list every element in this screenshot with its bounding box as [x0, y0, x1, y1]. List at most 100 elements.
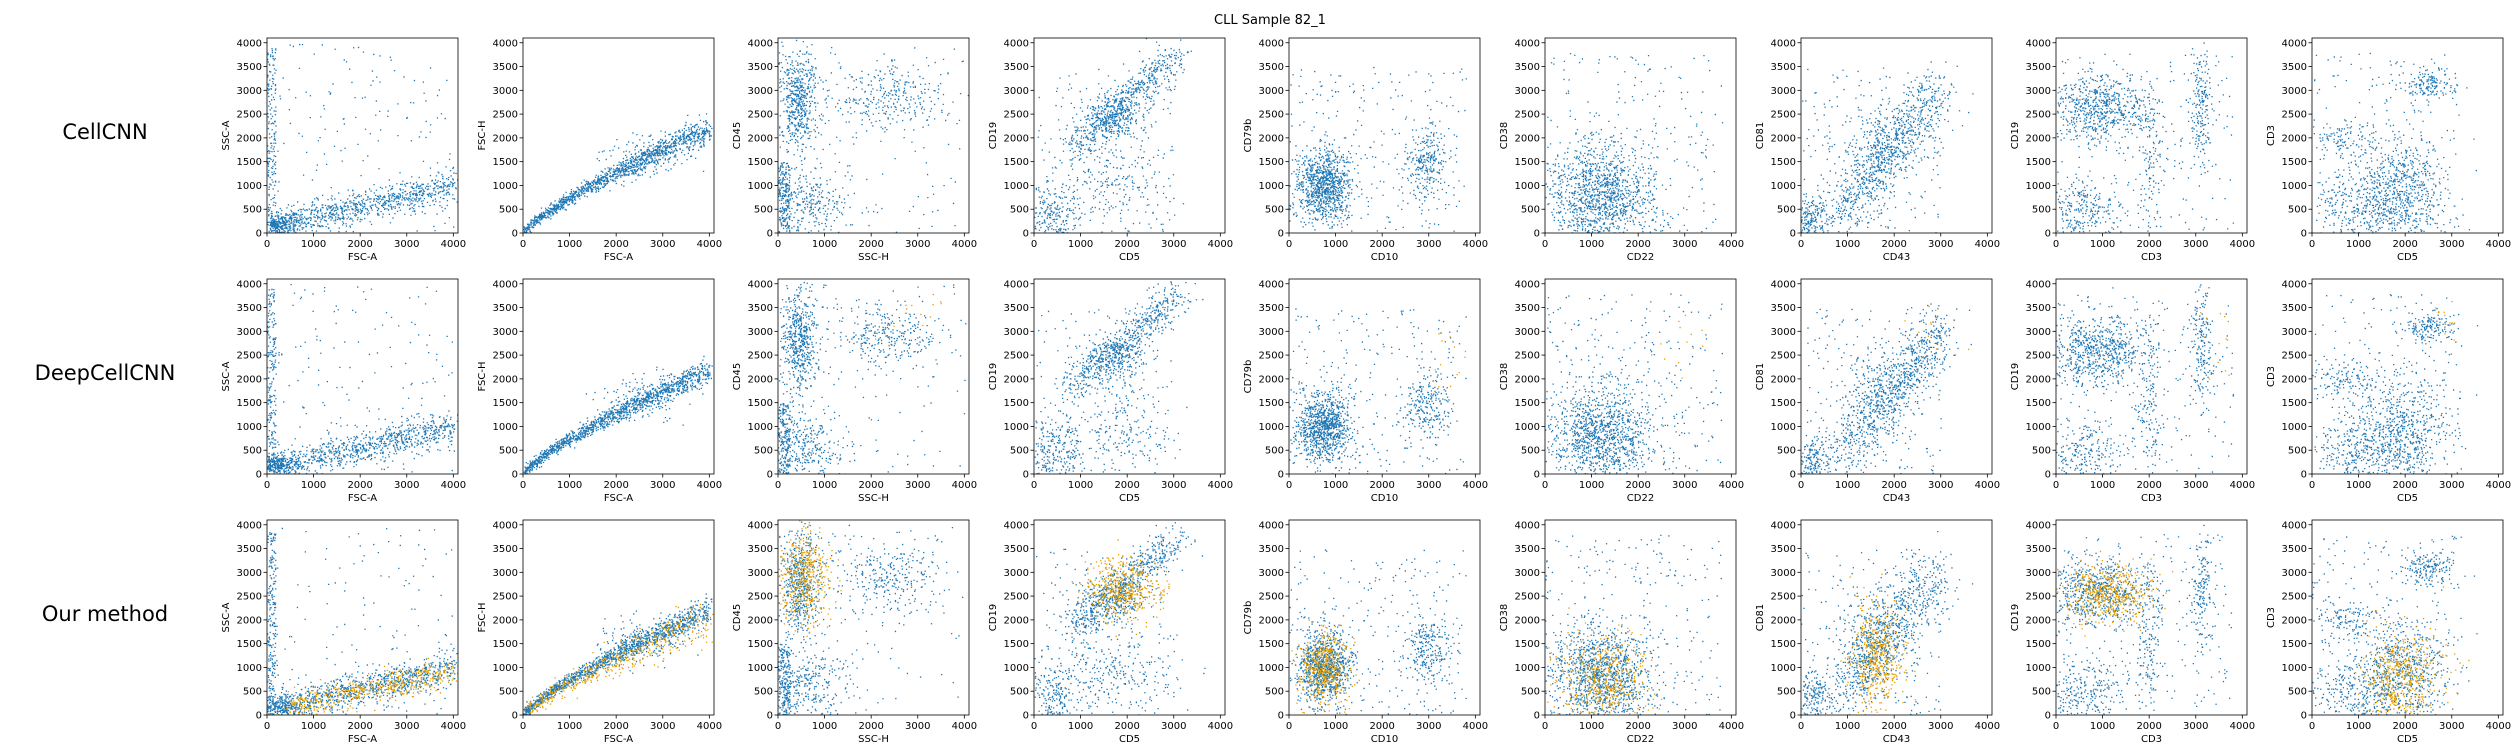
y-tick-label: 0 [1534, 711, 1540, 722]
y-tick-label: 1500 [1004, 157, 1029, 168]
y-tick-label: 2500 [1004, 351, 1029, 362]
y-tick-label: 0 [512, 229, 518, 240]
y-tick-label: 1500 [2282, 157, 2307, 168]
y-tick-label: 1000 [1771, 663, 1796, 674]
x-tick-label: 2000 [603, 239, 628, 250]
x-tick-label: 3000 [1416, 239, 1441, 250]
y-tick-label: 3000 [493, 327, 518, 338]
y-tick-label: 4000 [1259, 38, 1284, 49]
x-tick-label: 0 [2309, 239, 2315, 250]
panel-r3-c2: 0 1000 2000 3000 4000 0 500 1000 1500 2000 2500 300… [477, 519, 722, 745]
y-tick-label: 500 [1265, 687, 1284, 698]
x-axis-label: CD43 [1883, 493, 1910, 504]
y-tick-label: 2500 [2282, 351, 2307, 362]
axes-frame [266, 278, 459, 475]
y-tick-label: 3000 [493, 86, 518, 97]
x-tick-label: 4000 [441, 239, 466, 250]
x-tick-label: 1000 [557, 480, 582, 491]
x-tick-label: 3000 [394, 480, 419, 491]
y-tick-label: 0 [2045, 470, 2051, 481]
y-axis-label: SSC-A [221, 361, 232, 391]
x-axis-label: CD43 [1883, 252, 1910, 263]
scatter-points [523, 355, 713, 474]
x-tick-label: 0 [1798, 721, 1804, 732]
y-tick-label: 1500 [237, 639, 262, 650]
y-tick-label: 1500 [748, 398, 773, 409]
y-tick-label: 2000 [2282, 615, 2307, 626]
panel-r1-c9: 0 1000 2000 3000 4000 0 500 1000 1500 2000 2500 300… [2266, 37, 2511, 263]
x-tick-label: 1000 [557, 721, 582, 732]
x-tick-label: 2000 [1625, 239, 1650, 250]
y-tick-label: 1000 [1771, 181, 1796, 192]
y-tick-label: 3000 [237, 568, 262, 579]
y-tick-label: 2500 [1004, 592, 1029, 603]
series-all-cells [1801, 61, 1974, 233]
x-tick-label: 0 [2053, 480, 2059, 491]
scatter-points [2056, 284, 2235, 474]
y-tick-label: 2000 [237, 374, 262, 385]
x-tick-label: 1000 [301, 480, 326, 491]
y-axis-label: CD19 [2010, 604, 2021, 631]
series-all-cells [523, 113, 713, 233]
panel-r3-c6: 0 1000 2000 3000 4000 0 500 1000 1500 2000 2500 300… [1499, 519, 1744, 745]
y-tick-label: 3500 [1771, 303, 1796, 314]
scatter-points [523, 113, 713, 233]
y-tick-label: 500 [754, 687, 773, 698]
y-tick-label: 3000 [1515, 86, 1540, 97]
panel-r1-c1: 0 1000 2000 3000 4000 0 500 1000 1500 2000 2500 300… [221, 37, 466, 263]
y-tick-label: 3000 [1771, 568, 1796, 579]
y-tick-label: 0 [1278, 229, 1284, 240]
y-tick-label: 1500 [1771, 639, 1796, 650]
axes-frame [1033, 519, 1226, 716]
y-tick-label: 1500 [237, 157, 262, 168]
y-tick-label: 0 [2301, 711, 2307, 722]
scatter-points [778, 281, 967, 474]
x-axis-label: SSC-H [858, 493, 889, 504]
y-tick-label: 2000 [1771, 133, 1796, 144]
y-tick-label: 3500 [237, 303, 262, 314]
x-axis-label: CD22 [1627, 252, 1654, 263]
y-tick-label: 4000 [2282, 279, 2307, 290]
x-tick-label: 4000 [2486, 480, 2511, 491]
y-axis-label: CD38 [1499, 122, 1510, 149]
x-axis-label: SSC-H [858, 252, 889, 263]
x-tick-label: 0 [520, 721, 526, 732]
series-all-cells [778, 281, 967, 474]
x-tick-label: 4000 [2230, 721, 2255, 732]
y-axis-label: CD3 [2266, 366, 2277, 387]
y-tick-label: 4000 [1259, 279, 1284, 290]
y-tick-label: 4000 [1515, 38, 1540, 49]
x-tick-label: 4000 [1463, 480, 1488, 491]
y-tick-label: 1500 [1259, 157, 1284, 168]
y-axis-label: CD38 [1499, 363, 1510, 390]
y-tick-label: 2000 [1259, 615, 1284, 626]
x-axis-label: CD10 [1371, 734, 1398, 745]
panel-r1-c6: 0 1000 2000 3000 4000 0 500 1000 1500 2000 2500 300… [1499, 37, 1744, 263]
x-tick-label: 1000 [1068, 721, 1093, 732]
axes-frame [2055, 519, 2248, 716]
x-tick-label: 3000 [905, 480, 930, 491]
series-selected-cells [1432, 332, 1467, 388]
x-tick-label: 4000 [441, 480, 466, 491]
row-label-our-method: Our method [42, 602, 168, 626]
x-tick-label: 0 [264, 239, 270, 250]
y-tick-label: 500 [1521, 446, 1540, 457]
series-all-cells [1801, 303, 1972, 474]
y-tick-label: 2500 [2026, 351, 2051, 362]
scatter-points [1801, 531, 1974, 715]
y-tick-label: 0 [1790, 229, 1796, 240]
y-tick-label: 2000 [1771, 374, 1796, 385]
scatter-points [1034, 522, 1206, 715]
x-tick-label: 1000 [1835, 721, 1860, 732]
series-all-cells [1289, 66, 1467, 233]
y-tick-label: 0 [2045, 711, 2051, 722]
panel-r2-c5: 0 1000 2000 3000 4000 0 500 1000 1500 2000 2500 300… [1243, 278, 1488, 504]
x-tick-label: 2000 [347, 721, 372, 732]
x-axis-label: CD22 [1627, 493, 1654, 504]
axes-frame [2055, 278, 2248, 475]
series-all-cells [2312, 535, 2478, 715]
axes-frame [1033, 278, 1226, 475]
scatter-points [2056, 524, 2233, 715]
y-tick-label: 3000 [1004, 86, 1029, 97]
